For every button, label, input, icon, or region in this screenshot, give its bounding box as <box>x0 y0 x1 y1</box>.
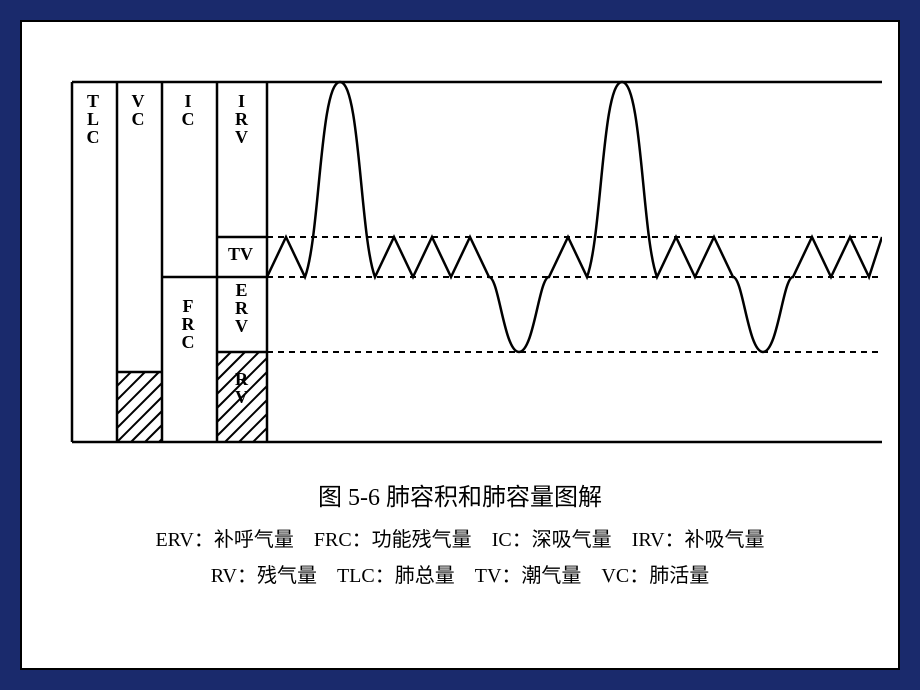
legend-item-ic: IC：深吸气量 <box>492 522 612 558</box>
legend: ERV：补呼气量 FRC：功能残气量 IC：深吸气量 IRV：补吸气量 RV：残气量 T… <box>42 522 878 594</box>
label-tv: TV <box>228 245 253 263</box>
diagram-svg <box>42 62 882 462</box>
legend-item-vc: VC：肺活量 <box>601 558 709 594</box>
lung-volume-diagram: TLC VC IC FRC IRV TV ERV RV <box>42 62 882 462</box>
label-ic: IC <box>182 92 195 128</box>
legend-row-2: RV：残气量 TLC：肺总量 TV：潮气量 VC：肺活量 <box>42 558 878 594</box>
legend-item-tlc: TLC：肺总量 <box>337 558 455 594</box>
legend-item-erv: ERV：补呼气量 <box>155 522 293 558</box>
label-erv: ERV <box>235 281 248 335</box>
legend-item-tv: TV：潮气量 <box>475 558 582 594</box>
label-rv: RV <box>235 370 248 406</box>
slide: TLC VC IC FRC IRV TV ERV RV 图 5-6 肺容积和肺容量图解 ERV… <box>20 20 900 670</box>
legend-item-frc: FRC：功能残气量 <box>314 522 472 558</box>
label-vc: VC <box>132 92 145 128</box>
label-tlc: TLC <box>87 92 100 146</box>
figure-caption: 图 5-6 肺容积和肺容量图解 <box>42 477 878 512</box>
legend-item-irv: IRV：补吸气量 <box>632 522 765 558</box>
label-frc: FRC <box>182 297 195 351</box>
legend-row-1: ERV：补呼气量 FRC：功能残气量 IC：深吸气量 IRV：补吸气量 <box>42 522 878 558</box>
legend-item-rv: RV：残气量 <box>211 558 317 594</box>
label-irv: IRV <box>235 92 248 146</box>
